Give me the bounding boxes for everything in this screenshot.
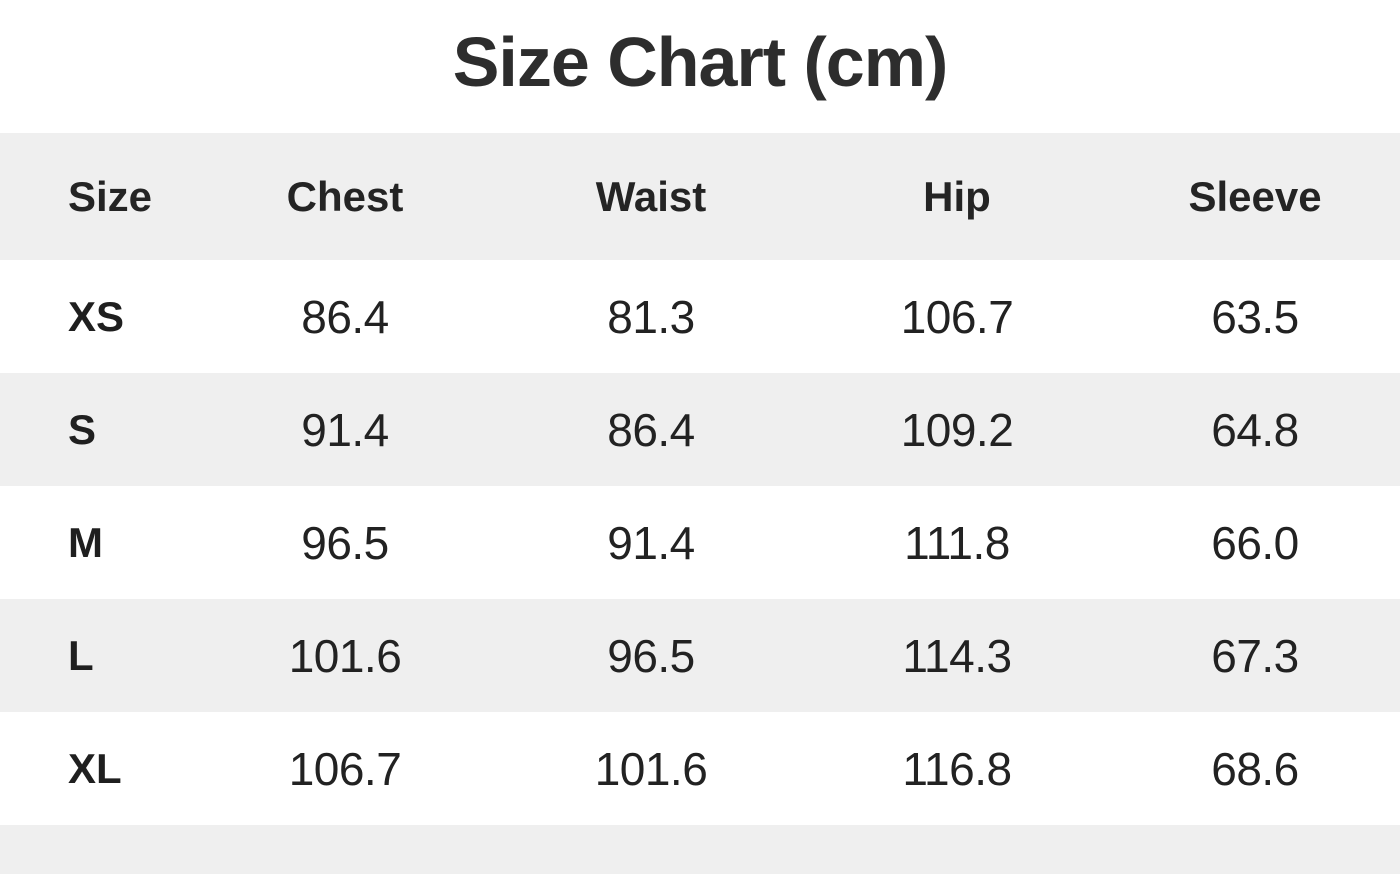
cell-xl-sleeve: 68.6 [1211, 742, 1299, 795]
cell-xl-hip: 116.8 [902, 742, 1012, 795]
cell-s-sleeve: 64.8 [1211, 403, 1299, 456]
table-row-xl: XL 106.7 101.6 116.8 68.6 [0, 712, 1400, 825]
cell-s-hip: 109.2 [900, 403, 1014, 456]
cell-m-sleeve: 66.0 [1211, 516, 1299, 569]
page-title: Size Chart (cm) [452, 22, 949, 101]
column-header-hip: Hip [923, 172, 991, 220]
row-label-m: M [68, 518, 103, 566]
cell-l-chest: 101.6 [288, 629, 402, 682]
cell-l-sleeve: 67.3 [1211, 629, 1299, 682]
column-header-sleeve: Sleeve [1188, 172, 1322, 220]
row-label-s: S [68, 405, 97, 453]
table-row-xs: XS 86.4 81.3 106.7 63.5 [0, 260, 1400, 373]
table-row-l: L 101.6 96.5 114.3 67.3 [0, 599, 1400, 712]
table-row-partial [0, 825, 1400, 874]
column-header-size: Size [68, 172, 153, 220]
row-label-l: L [68, 631, 94, 679]
cell-m-chest: 96.5 [301, 516, 389, 569]
cell-xs-sleeve: 63.5 [1211, 290, 1299, 343]
cell-m-waist: 91.4 [607, 516, 695, 569]
table-header-row: Size Chest Waist Hip Sleeve [0, 133, 1400, 260]
size-chart-table: Size Chest Waist Hip Sleeve XS 86.4 81.3… [0, 133, 1400, 825]
row-label-xs: XS [68, 292, 125, 340]
title-bar: Size Chart (cm) [0, 0, 1400, 133]
cell-s-chest: 91.4 [301, 403, 389, 456]
table-row-s: S 91.4 86.4 109.2 64.8 [0, 373, 1400, 486]
cell-l-hip: 114.3 [902, 629, 1012, 682]
cell-xl-waist: 101.6 [594, 742, 708, 795]
column-header-waist: Waist [595, 172, 707, 220]
row-label-xl: XL [68, 744, 122, 792]
cell-xs-hip: 106.7 [900, 290, 1014, 343]
column-header-chest: Chest [286, 172, 404, 220]
cell-xs-chest: 86.4 [301, 290, 389, 343]
table-row-m: M 96.5 91.4 111.8 66.0 [0, 486, 1400, 599]
cell-m-hip: 111.8 [904, 516, 1010, 569]
cell-l-waist: 96.5 [607, 629, 695, 682]
cell-s-waist: 86.4 [607, 403, 695, 456]
cell-xl-chest: 106.7 [288, 742, 402, 795]
cell-xs-waist: 81.3 [607, 290, 695, 343]
